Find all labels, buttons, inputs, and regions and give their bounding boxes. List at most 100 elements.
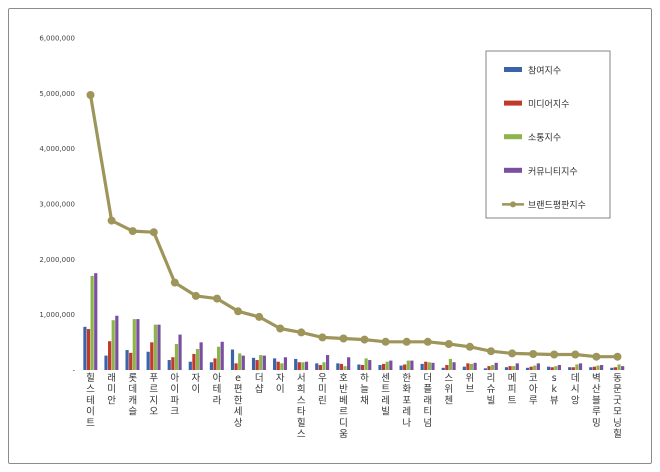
y-tick-label: 4,000,000 [39, 145, 75, 153]
x-axis-labels: 힐 스 테 이 트 래 미 안 롯 데 캐 슬 푸 르 지 오 아 이 파 크 자 이 아 테 라 e 편 한 세 상 더 샵 자 이 서 희 스 타 힐 스… [86, 372, 622, 440]
bar-참여지수 [589, 367, 593, 370]
bar-커뮤니티지수 [621, 366, 625, 370]
bar-미디어지수 [445, 365, 449, 370]
bar-미디어지수 [234, 363, 238, 370]
bar-참여지수 [315, 363, 319, 370]
bar-미디어지수 [424, 361, 428, 370]
bar-커뮤니티지수 [515, 363, 519, 370]
y-tick-label: 3,000,000 [39, 201, 75, 209]
bar-참여지수 [188, 361, 192, 370]
bar-소통지수 [322, 362, 326, 370]
line-point [592, 352, 601, 361]
bar-참여지수 [462, 366, 466, 370]
bar-커뮤니티지수 [94, 273, 98, 370]
line-point [381, 337, 390, 346]
bar-커뮤니티지수 [452, 362, 456, 370]
line-point [297, 328, 306, 337]
bar-소통지수 [259, 355, 263, 370]
line-point [613, 352, 622, 361]
bar-소통지수 [406, 360, 410, 370]
bar-커뮤니티지수 [578, 363, 583, 370]
bar-미디어지수 [487, 366, 491, 370]
bar-미디어지수 [529, 366, 533, 370]
bar-소통지수 [617, 364, 621, 370]
y-axis: - 1,000,000 2,000,000 3,000,000 4,000,000 5,0… [39, 35, 75, 375]
bar-커뮤니티지수 [178, 334, 182, 370]
bar-미디어지수 [276, 361, 280, 370]
bar-미디어지수 [508, 366, 512, 370]
bar-커뮤니티지수 [325, 355, 330, 370]
bar-참여지수 [83, 326, 87, 370]
bar-커뮤니티지수 [473, 362, 477, 370]
bar-미디어지수 [192, 353, 196, 370]
y-tick-label: 1,000,000 [39, 311, 75, 319]
bar-참여지수 [294, 358, 298, 370]
bar-미디어지수 [150, 342, 154, 370]
bar-참여지수 [610, 367, 614, 370]
line-point [423, 337, 432, 346]
bar-소통지수 [343, 366, 347, 370]
line-point [571, 350, 580, 359]
bar-소통지수 [596, 365, 600, 370]
bar-미디어지수 [108, 341, 112, 370]
line-point [444, 340, 453, 348]
line-point [339, 334, 348, 343]
bar-참여지수 [251, 357, 256, 370]
bar-커뮤니티지수 [431, 362, 435, 370]
bar-소통지수 [238, 353, 242, 370]
bar-참여지수 [209, 362, 213, 370]
bar-미디어지수 [129, 352, 133, 370]
bar-미디어지수 [550, 367, 554, 370]
line-point [465, 342, 474, 351]
bar-커뮤니티지수 [283, 357, 288, 370]
bar-커뮤니티지수 [494, 362, 498, 370]
line-point [170, 278, 179, 287]
bar-참여지수 [525, 367, 530, 370]
bar-참여지수 [167, 360, 171, 370]
bar-참여지수 [568, 367, 572, 370]
legend-label: 참여지수 [528, 65, 561, 77]
bar-참여지수 [336, 363, 340, 370]
bar-소통지수 [195, 348, 200, 370]
line-point [191, 291, 200, 300]
bar-참여지수 [273, 358, 277, 370]
bar-소통지수 [385, 361, 389, 370]
bar-참여지수 [399, 365, 403, 370]
bar-커뮤니티지수 [599, 365, 604, 370]
bar-미디어지수 [571, 367, 575, 370]
bar-참여지수 [420, 363, 424, 370]
bar-참여지수 [357, 364, 361, 370]
bar-커뮤니티지수 [220, 341, 224, 370]
bar-참여지수 [483, 368, 487, 370]
bar-참여지수 [504, 367, 509, 370]
bar-미디어지수 [255, 360, 259, 370]
bar-series [83, 273, 625, 370]
legend-swatch [504, 167, 522, 173]
bar-소통지수 [575, 364, 579, 370]
bar-커뮤니티지수 [557, 365, 562, 370]
bar-소통지수 [512, 366, 516, 370]
bar-미디어지수 [382, 363, 386, 370]
line-point [318, 333, 327, 342]
y-tick-label: 2,000,000 [39, 256, 75, 264]
bar-미디어지수 [171, 357, 175, 370]
bar-참여지수 [230, 349, 235, 370]
